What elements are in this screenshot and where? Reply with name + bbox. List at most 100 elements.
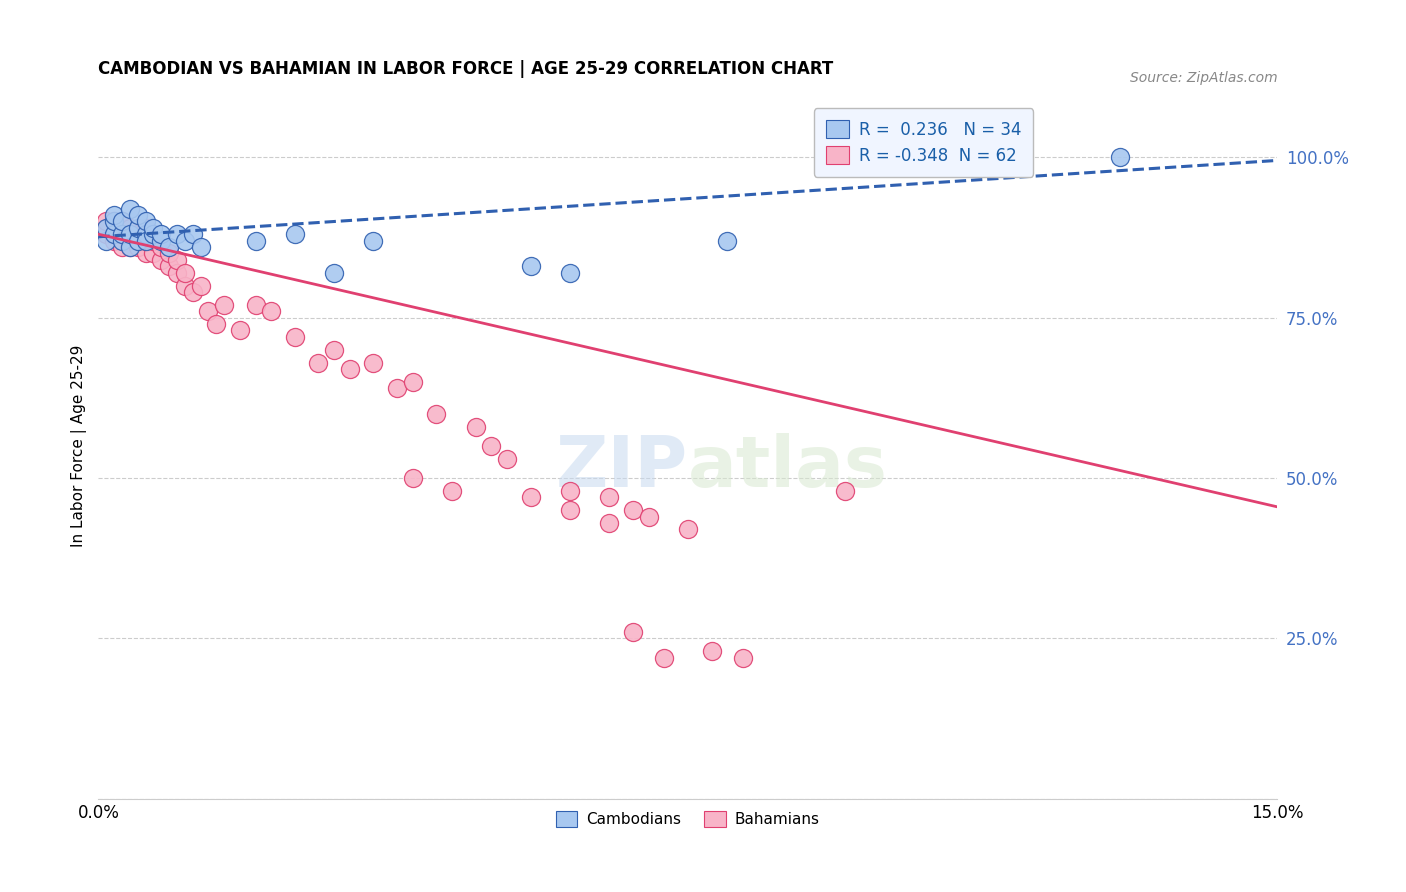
Point xyxy=(598,516,620,530)
Point xyxy=(323,343,346,357)
Point xyxy=(103,227,125,242)
Point xyxy=(142,220,165,235)
Point xyxy=(96,234,118,248)
Point xyxy=(716,234,738,248)
Point xyxy=(621,503,644,517)
Point xyxy=(127,234,149,248)
Point xyxy=(111,214,134,228)
Point xyxy=(621,625,644,640)
Point xyxy=(205,317,228,331)
Point xyxy=(441,483,464,498)
Point xyxy=(212,298,235,312)
Point xyxy=(496,451,519,466)
Point xyxy=(260,304,283,318)
Point xyxy=(142,234,165,248)
Point xyxy=(479,439,502,453)
Point xyxy=(1109,150,1132,164)
Point xyxy=(731,650,754,665)
Point xyxy=(654,650,676,665)
Point xyxy=(190,240,212,254)
Point xyxy=(284,227,307,242)
Point xyxy=(229,323,252,337)
Point xyxy=(134,214,156,228)
Text: ZIP: ZIP xyxy=(555,433,688,501)
Point xyxy=(519,260,541,274)
Point xyxy=(127,208,149,222)
Point xyxy=(173,234,195,248)
Point xyxy=(150,227,173,242)
Point xyxy=(134,234,156,248)
Point xyxy=(96,220,118,235)
Point xyxy=(166,227,188,242)
Point xyxy=(134,246,156,260)
Point xyxy=(676,522,699,536)
Point xyxy=(157,240,180,254)
Point xyxy=(111,234,134,248)
Point xyxy=(111,240,134,254)
Point xyxy=(181,227,204,242)
Point xyxy=(339,362,361,376)
Point xyxy=(103,208,125,222)
Point xyxy=(103,227,125,242)
Point xyxy=(150,252,173,267)
Point xyxy=(307,355,329,369)
Point xyxy=(284,330,307,344)
Text: Source: ZipAtlas.com: Source: ZipAtlas.com xyxy=(1130,70,1278,85)
Point xyxy=(323,266,346,280)
Point xyxy=(598,490,620,504)
Point xyxy=(103,214,125,228)
Point xyxy=(118,240,141,254)
Point xyxy=(363,234,385,248)
Point xyxy=(834,483,856,498)
Point xyxy=(127,240,149,254)
Point xyxy=(173,278,195,293)
Point xyxy=(190,278,212,293)
Text: atlas: atlas xyxy=(688,433,887,501)
Point xyxy=(127,234,149,248)
Point xyxy=(558,503,581,517)
Point xyxy=(103,234,125,248)
Point xyxy=(134,234,156,248)
Point xyxy=(402,375,425,389)
Point xyxy=(134,220,156,235)
Point xyxy=(127,227,149,242)
Point xyxy=(363,355,385,369)
Point xyxy=(425,407,447,421)
Point xyxy=(245,234,267,248)
Point xyxy=(118,227,141,242)
Point xyxy=(96,214,118,228)
Point xyxy=(637,509,659,524)
Point xyxy=(118,202,141,216)
Point xyxy=(700,644,723,658)
Point xyxy=(142,246,165,260)
Point xyxy=(134,227,156,242)
Point xyxy=(118,240,141,254)
Point xyxy=(142,227,165,242)
Point xyxy=(402,471,425,485)
Point xyxy=(150,234,173,248)
Y-axis label: In Labor Force | Age 25-29: In Labor Force | Age 25-29 xyxy=(72,344,87,547)
Point xyxy=(111,227,134,242)
Point xyxy=(150,240,173,254)
Point xyxy=(197,304,219,318)
Point xyxy=(245,298,267,312)
Point xyxy=(558,483,581,498)
Point xyxy=(157,260,180,274)
Point xyxy=(96,220,118,235)
Legend: Cambodians, Bahamians: Cambodians, Bahamians xyxy=(550,805,827,833)
Point xyxy=(166,252,188,267)
Point xyxy=(385,381,408,395)
Point xyxy=(464,419,486,434)
Point xyxy=(558,266,581,280)
Point xyxy=(103,214,125,228)
Text: CAMBODIAN VS BAHAMIAN IN LABOR FORCE | AGE 25-29 CORRELATION CHART: CAMBODIAN VS BAHAMIAN IN LABOR FORCE | A… xyxy=(98,60,834,78)
Point xyxy=(118,227,141,242)
Point xyxy=(111,227,134,242)
Point xyxy=(157,246,180,260)
Point xyxy=(111,214,134,228)
Point xyxy=(181,285,204,299)
Point xyxy=(96,227,118,242)
Point xyxy=(127,220,149,235)
Point xyxy=(173,266,195,280)
Point xyxy=(166,266,188,280)
